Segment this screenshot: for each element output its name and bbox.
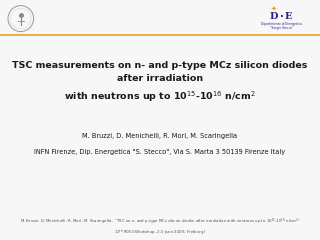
Text: E: E (285, 12, 292, 22)
Text: 11$^{th}$ RD50 Workshop, 2-5 June 2009, Freiburg I: 11$^{th}$ RD50 Workshop, 2-5 June 2009, … (114, 228, 206, 238)
Text: D: D (270, 12, 278, 22)
Text: M. Bruzzi, D. Menichelli, R. Mori, M. Scaringella , "TSC on n- and p-type MCz si: M. Bruzzi, D. Menichelli, R. Mori, M. Sc… (20, 217, 300, 227)
Text: M. Bruzzi, D. Menichelli, R. Mori, M. Scaringella: M. Bruzzi, D. Menichelli, R. Mori, M. Sc… (83, 132, 237, 138)
Text: Dipartimento di Energetica: Dipartimento di Energetica (261, 22, 302, 26)
Text: ✦: ✦ (271, 5, 277, 11)
Text: INFN Firenze, Dip. Energetica "S. Stecco", Via S. Marta 3 50139 Firenze Italy: INFN Firenze, Dip. Energetica "S. Stecco… (35, 149, 285, 156)
Text: "Sergio Stecco": "Sergio Stecco" (270, 26, 293, 30)
Text: TSC measurements on n- and p-type MCz silicon diodes
after irradiation
with neut: TSC measurements on n- and p-type MCz si… (12, 61, 308, 104)
Text: ·: · (280, 12, 284, 22)
